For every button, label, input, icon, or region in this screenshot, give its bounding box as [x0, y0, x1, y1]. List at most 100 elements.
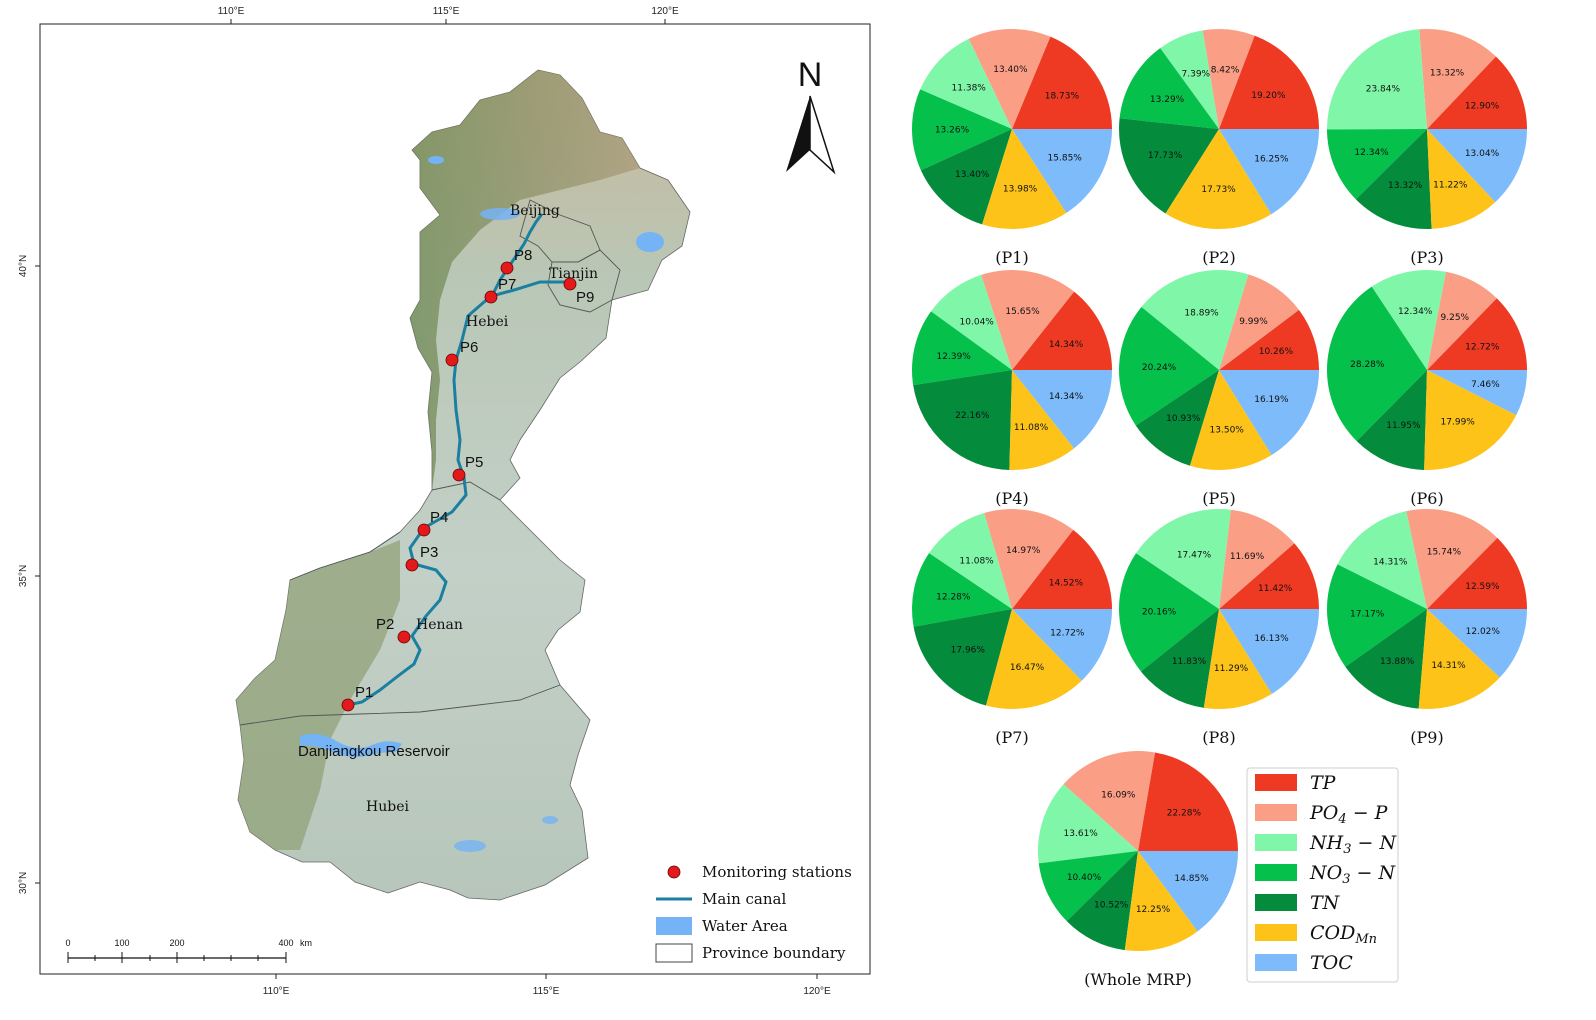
pie-legend-label: NH3 − N [1309, 832, 1397, 857]
pie-slice-label: 11.38% [952, 83, 987, 93]
pie-legend-swatch [1255, 804, 1297, 821]
pie-slice [920, 129, 1012, 225]
pie-slice-label: 19.20% [1251, 91, 1286, 101]
pie-slice [981, 269, 1075, 370]
pie-slice [930, 274, 1012, 370]
graticule: 110°E 115°E 120°E 110°E 115°E 120°E 40°N… [18, 6, 831, 997]
pie-slice [968, 29, 1051, 129]
pie-slice-label: 10.93% [1166, 414, 1201, 424]
pie-slice-label: 16.19% [1254, 395, 1289, 405]
pie-chart: 12.59% 15.74% 14.31% 17.17% 13.88% 14.31% 12.0… [1327, 508, 1527, 747]
pie-slice [1118, 553, 1219, 672]
pie-slice-label: 15.65% [1005, 307, 1040, 317]
legend-water-icon [656, 917, 692, 935]
pie-slice [929, 512, 1012, 609]
pie-slice-label: 9.99% [1239, 317, 1268, 327]
place-label-beijing: Beijing [510, 203, 560, 219]
pie-slice-label: 14.34% [1049, 392, 1084, 402]
pie-slice-label: 28.28% [1350, 360, 1385, 370]
pie-slice [1012, 129, 1112, 213]
pie-charts: 18.73% 13.40% 11.38% 13.26% 13.40% 13.98% 15.8… [911, 29, 1527, 989]
pie-slice [1124, 851, 1198, 951]
pie-slice-label: 17.73% [1201, 185, 1236, 195]
pie-slice [1012, 529, 1112, 609]
pie-slice [1424, 370, 1517, 471]
pie-slice [985, 609, 1082, 709]
station-marker-p1[interactable] [341, 698, 355, 712]
pie-slice [984, 508, 1074, 609]
pie-slice [1135, 370, 1219, 466]
station-marker-p6[interactable] [445, 353, 459, 367]
pie-slice-label: 11.29% [1214, 664, 1249, 674]
pie-slice-label: 12.34% [1398, 307, 1433, 317]
place-label-tianjin: Tianjin [549, 266, 598, 282]
station-label-p1: P1 [355, 684, 373, 701]
station-label-p9: P9 [576, 289, 594, 306]
pie-legend-label: TOC [1310, 952, 1353, 974]
pie-slice [1418, 609, 1500, 709]
pie-slice-label: 17.73% [1148, 151, 1183, 161]
pie-slice [1427, 298, 1527, 370]
lon-label-top: 120°E [651, 6, 679, 17]
pie-slice [1141, 270, 1249, 370]
pie-chart: 19.20% 8.42%7.39% 13.29% 17.73% 17.73% 16.25%… [1118, 29, 1319, 267]
pie-legend-swatch [1255, 924, 1297, 941]
pie-slice [1427, 56, 1527, 129]
pie-slice-label: 14.31% [1373, 558, 1408, 568]
station-marker-p2[interactable] [397, 630, 411, 644]
pie-slice-label: 14.31% [1431, 661, 1466, 671]
pie-slice [1326, 29, 1427, 130]
pie-slice-label: 11.42% [1258, 584, 1293, 594]
pie-legend-label: CODMn [1310, 922, 1377, 947]
pie-slice-label: 16.25% [1254, 154, 1289, 164]
pie-slice [1012, 36, 1112, 129]
pie-slice [1012, 609, 1112, 681]
pie-slice-label: 14.52% [1049, 579, 1084, 589]
pie-slice [1427, 370, 1527, 416]
pie-slice-label: 23.84% [1366, 84, 1401, 94]
station-marker-p5[interactable] [452, 468, 466, 482]
scale-tick-label: 100 [114, 938, 129, 948]
pie-slice-label: 15.85% [1048, 154, 1083, 164]
pie-chart: 10.26% 9.99% 18.89% 20.24% 10.93% 13.50% 16.19… [1119, 270, 1319, 508]
station-marker-p3[interactable] [405, 558, 419, 572]
north-arrow-left-icon [786, 96, 810, 172]
pie-chart: 12.90% 13.32% 23.84% 12.34% 13.32% 11.22% 13.0… [1326, 29, 1527, 267]
pie-slice [1356, 370, 1427, 470]
pie-slice [1138, 851, 1238, 932]
pie-slice-label: 11.08% [959, 557, 994, 567]
pie-caption: (P7) [995, 728, 1028, 747]
station-marker-p7[interactable] [484, 290, 498, 304]
pie-legend-label: PO4 − P [1309, 802, 1389, 827]
pie-slice [1219, 370, 1319, 456]
pie-legend-swatch [1255, 774, 1297, 791]
lon-label-top: 110°E [218, 6, 245, 17]
pie-slice-label: 22.16% [955, 411, 990, 421]
station-marker-p8[interactable] [500, 261, 514, 275]
pie-slice-label: 14.97% [1006, 546, 1041, 556]
north-arrow-right-icon [809, 95, 836, 175]
pie-slice [1219, 309, 1319, 370]
scale-bar: 0 100 200 400 km [65, 938, 312, 963]
pie-slice-label: 11.95% [1386, 421, 1421, 431]
pie-slice-label: 9.25% [1441, 313, 1470, 323]
pie-caption: (P2) [1202, 248, 1235, 267]
pie-caption: (Whole MRP) [1084, 970, 1192, 989]
pie-slice-label: 7.46% [1471, 380, 1500, 390]
water-body [300, 734, 402, 758]
pie-slice-label: 7.39% [1182, 70, 1211, 80]
pie-slice [1165, 129, 1272, 230]
pie-slice-label: 13.29% [1150, 95, 1185, 105]
legend-stations-label: Monitoring stations [702, 863, 852, 881]
lon-label-bottom: 115°E [533, 986, 560, 997]
pie-slice [1427, 129, 1527, 203]
pie-slice [1118, 118, 1219, 214]
pie-caption: (P9) [1410, 728, 1443, 747]
station-label-p5: P5 [465, 454, 483, 471]
station-marker-p4[interactable] [417, 523, 431, 537]
station-marker-p9[interactable] [563, 277, 577, 291]
pie-slice-label: 13.26% [935, 126, 970, 136]
water-body [636, 232, 664, 252]
pie-slice [1427, 609, 1527, 678]
pie-slice-label: 12.25% [1136, 905, 1171, 915]
